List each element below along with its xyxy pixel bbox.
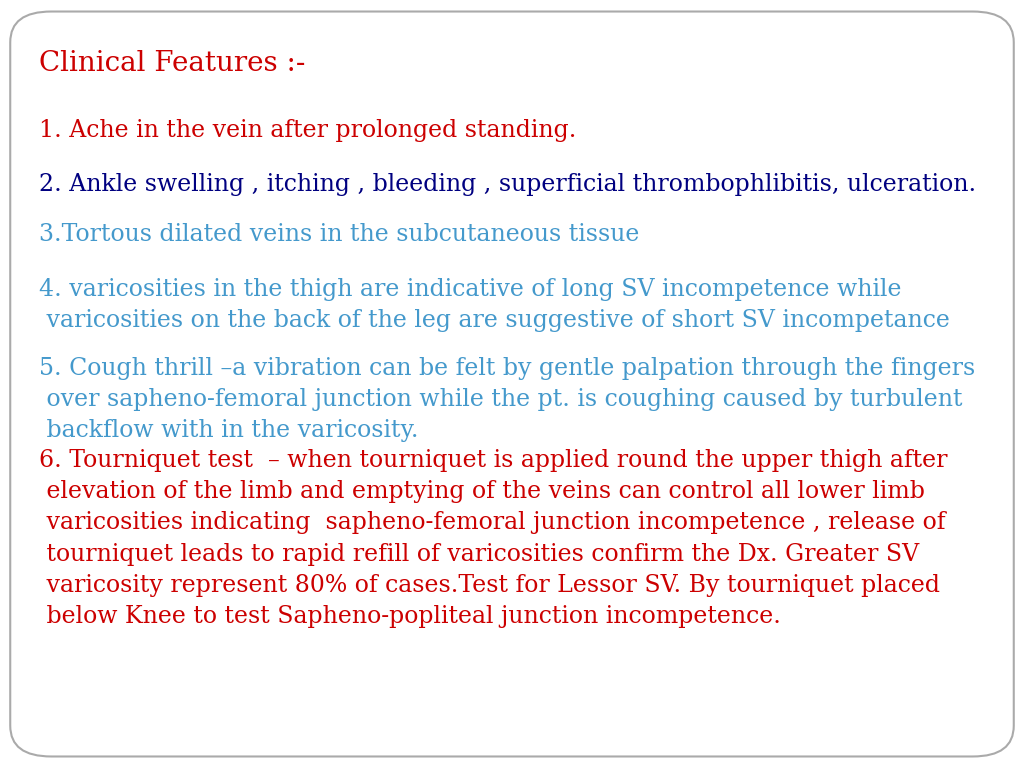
Text: 5. Cough thrill –a vibration can be felt by gentle palpation through the fingers: 5. Cough thrill –a vibration can be felt… (39, 357, 975, 442)
Text: 3.Tortous dilated veins in the subcutaneous tissue: 3.Tortous dilated veins in the subcutane… (39, 223, 639, 246)
Text: 2. Ankle swelling , itching , bleeding , superficial thrombophlibitis, ulceratio: 2. Ankle swelling , itching , bleeding ,… (39, 173, 976, 196)
Text: 1. Ache in the vein after prolonged standing.: 1. Ache in the vein after prolonged stan… (39, 119, 577, 142)
Text: 4. varicosities in the thigh are indicative of long SV incompetence while
 varic: 4. varicosities in the thigh are indicat… (39, 278, 950, 332)
FancyBboxPatch shape (10, 12, 1014, 756)
Text: 6. Tourniquet test  – when tourniquet is applied round the upper thigh after
 el: 6. Tourniquet test – when tourniquet is … (39, 449, 947, 627)
Text: Clinical Features :-: Clinical Features :- (39, 50, 305, 77)
